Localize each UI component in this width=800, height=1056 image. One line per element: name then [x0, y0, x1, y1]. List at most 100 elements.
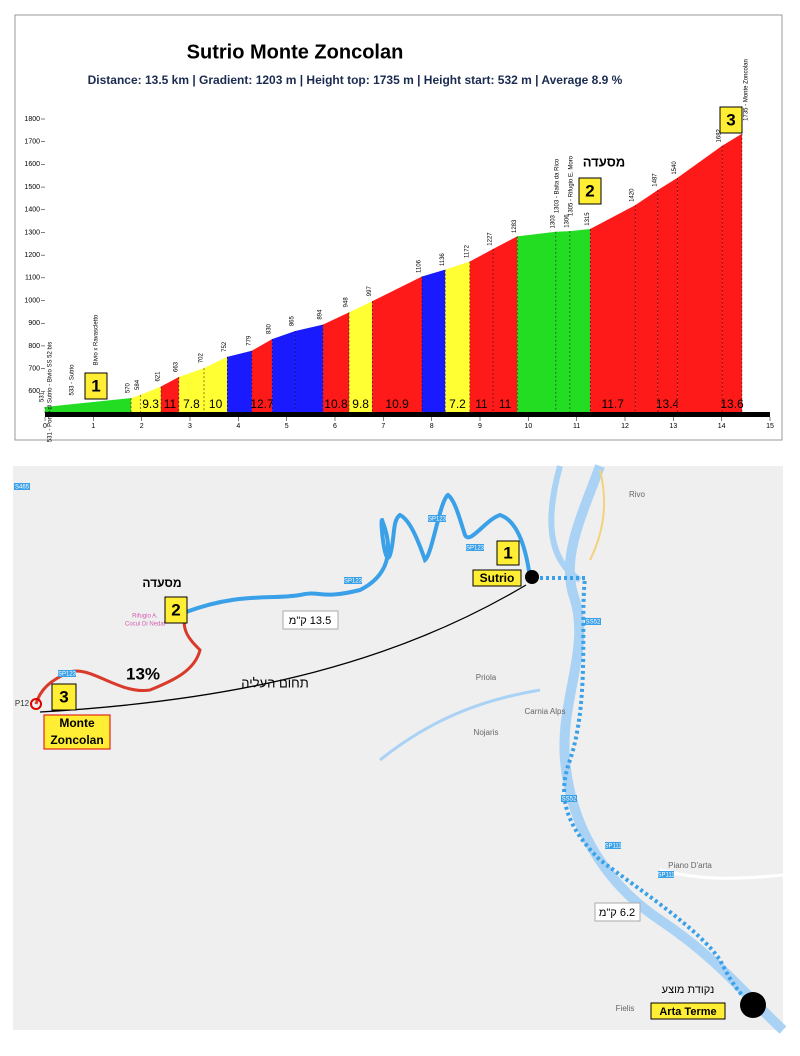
- profile: 6007008009001000110012001300140015001600…: [24, 59, 774, 442]
- profile-segment: [469, 249, 494, 414]
- x-tick-label: 14: [718, 423, 726, 430]
- gradient-label: 13.4: [656, 397, 680, 411]
- elevation-label: 1283: [512, 219, 518, 233]
- marker-label: 2: [171, 600, 180, 619]
- place-label: Sutrio: [480, 571, 515, 585]
- restaurant-label: מסעדה: [142, 576, 181, 590]
- marker-label: 1: [503, 543, 512, 562]
- x-tick-label: 11: [573, 423, 580, 430]
- x-tick-label: 13: [669, 423, 677, 430]
- road-label: SP123: [344, 579, 363, 585]
- road-label: S465: [15, 485, 30, 491]
- gradient-label: 12.7: [250, 397, 274, 411]
- place-annotation: 533 - Sutrio: [70, 364, 76, 396]
- road-shield: [428, 515, 446, 522]
- y-tick-label: 1500: [24, 184, 40, 191]
- profile-segment: [322, 312, 350, 414]
- summit-label: Zoncolan: [50, 733, 103, 747]
- y-tick-label: 1300: [24, 229, 40, 236]
- road-label: SS52: [586, 620, 601, 626]
- map: 1 2 3 Sutrio Monte Zoncolan Arta Terme נ…: [13, 464, 787, 1034]
- place-label: Rivo: [629, 490, 646, 499]
- road-labels: SP123 SP123 SP123 SP123 SS52 SS52 SP111 …: [14, 483, 675, 879]
- gradient-label: 13.6: [720, 397, 744, 411]
- elevation-label: 779: [246, 335, 252, 346]
- steep-route: [34, 611, 202, 705]
- summit-pin: [30, 698, 42, 710]
- profile-segment: [140, 386, 161, 414]
- place-label: Priola: [476, 673, 497, 682]
- place-annotation: 1735 - Monte Zoncolan: [744, 59, 750, 121]
- y-tick-label: 700: [28, 365, 40, 372]
- road-shield: [658, 871, 674, 878]
- y-tick-label: 1700: [24, 139, 40, 146]
- elevation-label: 997: [367, 286, 373, 297]
- profile-segment: [590, 205, 636, 414]
- road-label: SP111: [604, 844, 622, 850]
- profile-segment: [657, 178, 678, 414]
- label-box: [594, 902, 641, 922]
- road-shield: [14, 483, 30, 490]
- profile-segment: [677, 145, 723, 414]
- profile-segment: [227, 350, 252, 414]
- marker-3: [51, 683, 77, 711]
- place-label: Nojaris: [474, 728, 499, 737]
- profile-segment: [45, 398, 132, 414]
- x-tick-label: 12: [621, 423, 629, 430]
- x-tick-label: 15: [766, 423, 774, 430]
- place-label: Arta Terme: [659, 1006, 716, 1018]
- marker-label: 2: [585, 181, 594, 200]
- poi-label: Cocul Di Nedal: [125, 622, 165, 628]
- x-tick-label: 7: [381, 423, 385, 430]
- place-annotation: 1303 - Baita da Rico: [555, 158, 561, 213]
- elevation-label: 1420: [630, 188, 636, 202]
- chart-title: Sutrio Monte Zoncolan: [187, 41, 404, 63]
- marker-1: [496, 540, 520, 566]
- y-tick-label: 1200: [24, 252, 40, 259]
- x-tick-label: 9: [478, 423, 482, 430]
- climb-route: [185, 492, 532, 614]
- distance-label: 6.2 ק"מ: [599, 907, 635, 919]
- road-shield: [561, 795, 577, 802]
- y-tick-label: 1400: [24, 207, 40, 214]
- elevation-label: 1106: [417, 259, 423, 273]
- elevation-label: 948: [344, 297, 350, 308]
- profile-segment: [272, 331, 295, 414]
- label-box: [650, 1002, 726, 1020]
- chart-subtitle: Distance: 13.5 km | Gradient: 1203 m | H…: [88, 73, 623, 87]
- start-label: נקודת מוצע: [662, 984, 715, 996]
- start-icon: [740, 992, 766, 1018]
- elevation-label: 830: [267, 323, 273, 334]
- y-tick-label: 900: [28, 320, 40, 327]
- elevation-label: 865: [289, 316, 295, 327]
- elevation-label: 1306: [564, 214, 570, 228]
- x-tick-label: 0: [43, 423, 47, 430]
- x-tick-label: 5: [285, 423, 289, 430]
- label-box: [43, 714, 111, 750]
- x-tick-label: 1: [91, 423, 95, 430]
- profile-segment: [493, 236, 518, 414]
- road-label: SP123: [428, 517, 447, 523]
- marker-2: [164, 596, 188, 624]
- y-tick-label: 600: [28, 388, 40, 395]
- summit-label: Monte: [59, 716, 95, 730]
- place-annotation: 531 - Ponte di Sutrio - Bivio SS 52 bis: [48, 342, 54, 442]
- profile-segment: [569, 229, 591, 414]
- elevation-label: 1303: [550, 214, 556, 228]
- climb-label: תחום העליה: [241, 675, 308, 690]
- profile-segment: [251, 339, 273, 414]
- road: [589, 469, 606, 561]
- profile-segment: [372, 276, 422, 414]
- road-shield: [344, 577, 362, 584]
- road-label: SP111: [657, 873, 675, 879]
- elevation-label: 894: [317, 309, 323, 320]
- restaurant-label: מסעדה: [583, 154, 626, 169]
- slope-label: 13%: [126, 664, 160, 683]
- profile-segment: [517, 231, 556, 414]
- gradient-label: 11.7: [601, 397, 624, 411]
- road-shield: [585, 618, 601, 625]
- gradient-label: 10.8: [324, 397, 348, 411]
- gradient-label: 10: [209, 397, 223, 411]
